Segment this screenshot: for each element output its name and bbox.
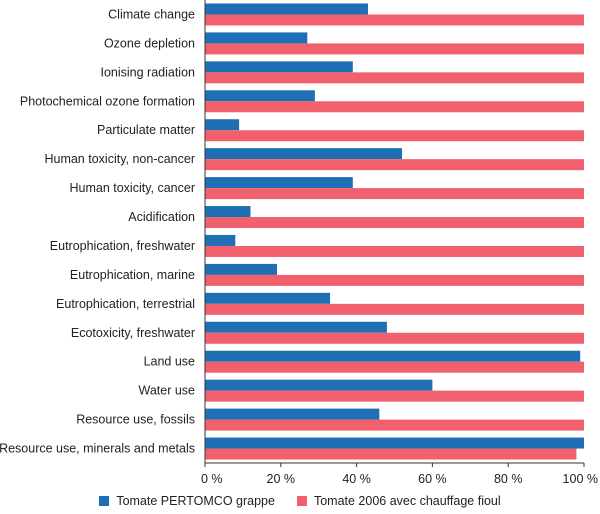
bar-pertomco [205, 234, 236, 246]
x-tick-label: 20 % [267, 472, 296, 486]
category-label: Human toxicity, cancer [69, 181, 195, 195]
bar-2006 [205, 159, 584, 171]
bar-2006 [205, 72, 584, 84]
x-tick-label: 80 % [494, 472, 523, 486]
category-label: Particulate matter [97, 123, 195, 137]
category-label: Water use [138, 384, 195, 398]
bar-pertomco [205, 292, 331, 304]
bar-pertomco [205, 177, 353, 189]
bar-pertomco [205, 408, 380, 420]
category-label: Land use [144, 355, 195, 369]
bar-2006 [205, 245, 584, 257]
bar-pertomco [205, 90, 315, 102]
x-tick-label: 60 % [418, 472, 447, 486]
category-label: Acidification [128, 210, 195, 224]
x-tick-label: 40 % [342, 472, 371, 486]
category-label: Photochemical ozone formation [20, 94, 195, 108]
bar-pertomco [205, 32, 308, 44]
bar-2006 [205, 332, 584, 344]
category-label: Climate change [108, 7, 195, 21]
bar-pertomco [205, 263, 278, 275]
bar-2006 [205, 419, 584, 431]
bar-pertomco [205, 321, 387, 333]
category-label: Ozone depletion [104, 36, 195, 50]
category-label: Eutrophication, freshwater [50, 239, 195, 253]
legend-label-2006: Tomate 2006 avec chauffage fioul [313, 494, 501, 508]
bar-2006 [205, 43, 584, 55]
bar-2006 [205, 188, 584, 200]
bar-pertomco [205, 3, 368, 15]
category-label: Resource use, minerals and metals [0, 442, 195, 456]
category-label: Human toxicity, non-cancer [44, 152, 195, 166]
bar-2006 [205, 361, 584, 373]
x-tick-label: 0 % [201, 472, 223, 486]
bar-pertomco [205, 119, 240, 131]
legend-item-pertomco: Tomate PERTOMCO grappe [99, 494, 275, 508]
bar-2006 [205, 448, 577, 460]
bar-pertomco [205, 206, 251, 218]
category-label: Ionising radiation [100, 65, 195, 79]
bar-2006 [205, 217, 584, 229]
legend: Tomate PERTOMCO grappe Tomate 2006 avec … [0, 494, 600, 508]
legend-item-2006: Tomate 2006 avec chauffage fioul [296, 494, 501, 508]
category-label: Eutrophication, marine [70, 268, 195, 282]
bar-2006 [205, 130, 584, 142]
legend-swatch-2006 [296, 496, 307, 506]
category-label: Eutrophication, terrestrial [56, 297, 195, 311]
bar-2006 [205, 390, 584, 402]
bar-pertomco [205, 61, 353, 73]
bar-pertomco [205, 437, 584, 449]
bar-2006 [205, 303, 584, 315]
bar-2006 [205, 101, 584, 113]
bar-pertomco [205, 379, 433, 391]
bar-pertomco [205, 148, 403, 160]
bar-2006 [205, 14, 584, 26]
legend-swatch-pertomco [99, 496, 110, 506]
bar-pertomco [205, 350, 581, 362]
category-label: Resource use, fossils [76, 413, 195, 427]
x-tick-label: 100 % [563, 472, 598, 486]
legend-label-pertomco: Tomate PERTOMCO grappe [116, 494, 275, 508]
bar-2006 [205, 274, 584, 286]
category-label: Ecotoxicity, freshwater [71, 326, 195, 340]
